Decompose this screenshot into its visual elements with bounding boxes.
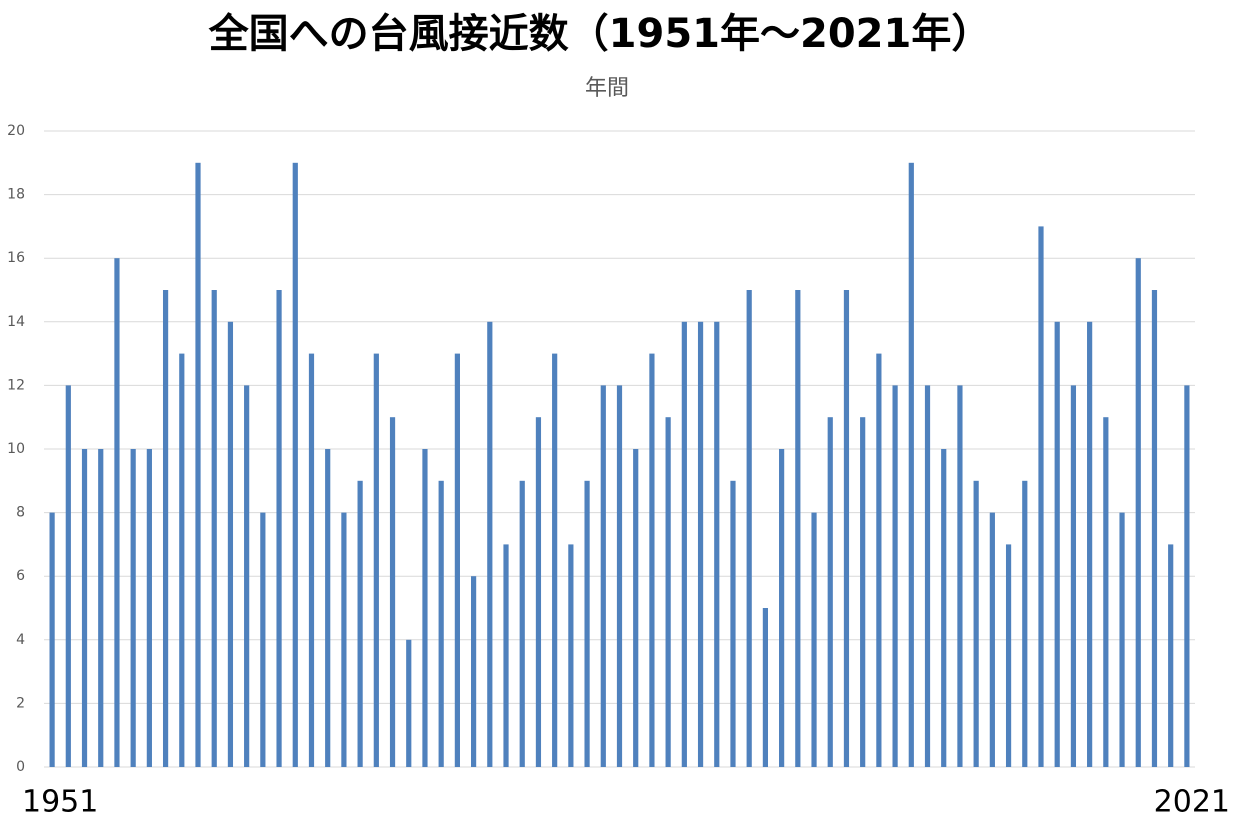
bar	[1087, 321, 1093, 767]
bar	[892, 385, 898, 767]
bar	[714, 321, 720, 767]
bar	[162, 290, 169, 767]
bar	[568, 544, 574, 767]
bar	[973, 480, 979, 767]
x-tick-label: 1951	[22, 785, 98, 820]
bar	[1038, 226, 1044, 767]
bar	[795, 290, 801, 767]
bar	[584, 480, 590, 767]
bar	[211, 290, 217, 767]
bar	[924, 385, 931, 767]
bar	[260, 512, 266, 767]
bar	[1151, 290, 1158, 767]
bar	[1168, 544, 1174, 767]
bar	[1005, 544, 1012, 767]
bar	[1070, 385, 1077, 767]
bar	[325, 449, 331, 767]
bar	[470, 576, 477, 767]
bar	[65, 385, 71, 767]
y-tick-label: 6	[16, 568, 25, 584]
bar	[681, 321, 687, 767]
bar	[146, 449, 152, 767]
bar	[487, 321, 493, 767]
bar	[730, 480, 736, 767]
bar	[406, 639, 412, 767]
bar	[98, 449, 104, 767]
bar	[957, 385, 963, 767]
bar	[1022, 480, 1028, 767]
bar	[195, 162, 201, 768]
y-tick-label: 8	[16, 505, 25, 521]
y-tick-label: 16	[7, 250, 25, 266]
y-tick-label: 4	[16, 632, 25, 648]
chart-title: 全国への台風接近数（1951年～2021年）	[208, 11, 992, 57]
y-tick-label: 18	[7, 187, 25, 203]
bar	[941, 449, 947, 767]
bar	[179, 353, 185, 767]
bar	[81, 449, 88, 767]
y-tick-label: 2	[16, 695, 25, 711]
bar	[633, 449, 639, 767]
bar	[454, 353, 460, 767]
y-tick-label: 12	[7, 377, 25, 393]
y-tick-label: 20	[7, 123, 25, 139]
bar	[908, 162, 914, 768]
bar	[276, 290, 282, 767]
x-tick-label: 2021	[1154, 785, 1230, 820]
bar	[1119, 512, 1125, 767]
bar	[1184, 385, 1190, 767]
bar	[989, 512, 995, 767]
bar	[616, 385, 623, 767]
bar	[292, 162, 298, 768]
bar	[244, 385, 250, 767]
bar	[1054, 321, 1060, 767]
bar	[876, 353, 882, 767]
y-tick-label: 0	[16, 759, 25, 775]
bar	[746, 290, 752, 767]
bar	[762, 608, 769, 767]
bar	[422, 449, 428, 767]
bar	[227, 321, 234, 767]
bar	[519, 480, 525, 767]
bar	[308, 353, 315, 767]
bar	[535, 417, 542, 767]
y-tick-label: 14	[7, 314, 25, 330]
bar	[373, 353, 379, 767]
bar	[860, 417, 866, 767]
bar	[389, 417, 396, 767]
bar	[649, 353, 655, 767]
bar	[130, 449, 136, 767]
bar	[697, 321, 704, 767]
bar	[503, 544, 509, 767]
bar	[114, 258, 120, 767]
bar	[552, 353, 558, 767]
bar	[827, 417, 833, 767]
bar	[341, 512, 347, 767]
bar	[438, 480, 444, 767]
bar	[600, 385, 606, 767]
bar	[357, 480, 363, 767]
chart-subtitle: 年間	[585, 76, 629, 101]
bar	[843, 290, 850, 767]
bar	[779, 449, 785, 767]
bar	[1135, 258, 1141, 767]
bar	[665, 417, 671, 767]
bar	[811, 512, 817, 767]
bar	[1103, 417, 1109, 767]
y-tick-label: 10	[7, 441, 25, 457]
bar	[49, 512, 55, 767]
